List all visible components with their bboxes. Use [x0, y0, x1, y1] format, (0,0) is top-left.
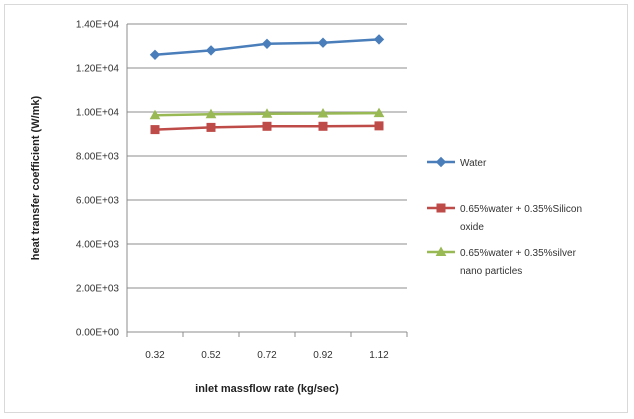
- data-point: [149, 49, 161, 61]
- legend-label: 0.65%water + 0.35%Silicon: [460, 204, 582, 215]
- data-point: [205, 108, 217, 119]
- x-tick-label: 0.72: [257, 350, 277, 361]
- x-tick-label: 0.52: [201, 350, 221, 361]
- data-point: [262, 121, 272, 131]
- legend-marker: [435, 246, 447, 256]
- y-tick-label: 0.00E+00: [76, 328, 120, 339]
- data-point: [149, 109, 161, 120]
- y-tick-label: 1.20E+04: [76, 64, 120, 75]
- data-point: [317, 108, 329, 118]
- data-point: [261, 108, 273, 118]
- series-1: [149, 34, 385, 61]
- x-tick-label: 0.32: [145, 350, 165, 361]
- line-chart: 0.00E+00 2.00E+03 4.00E+03 6.00E+03 8.00E+03…: [30, 20, 582, 396]
- data-point: [205, 45, 217, 56]
- x-tick-label: 1.12: [369, 350, 389, 361]
- y-tick-label: 8.00E+03: [76, 152, 120, 163]
- legend-marker: [435, 156, 447, 168]
- series-3: [149, 107, 385, 120]
- legend-item-1: Water: [427, 156, 487, 169]
- data-point: [317, 37, 329, 48]
- data-point: [374, 121, 384, 131]
- gridlines: [127, 23, 407, 333]
- x-axis-title: inlet massflow rate (kg/sec): [195, 383, 339, 395]
- legend-label: oxide: [460, 222, 484, 233]
- y-axis-title: heat transfer coefficient (W/mk): [30, 95, 42, 260]
- data-point: [206, 122, 216, 132]
- axes: 0.00E+00 2.00E+03 4.00E+03 6.00E+03 8.00E+03…: [76, 20, 408, 361]
- data-point: [261, 38, 273, 50]
- y-tick-label: 2.00E+03: [76, 284, 120, 295]
- chart-frame: 0.00E+00 2.00E+03 4.00E+03 6.00E+03 8.00E+03…: [4, 4, 628, 413]
- data-point: [150, 125, 160, 135]
- y-tick-label: 1.40E+04: [76, 20, 120, 31]
- legend-item-2: 0.65%water + 0.35%Silicon oxide: [427, 203, 582, 233]
- data-point: [318, 121, 328, 131]
- legend-item-3: 0.65%water + 0.35%silver nano particles: [427, 246, 577, 277]
- y-tick-label: 4.00E+03: [76, 240, 120, 251]
- data-point: [373, 107, 385, 118]
- series-2: [150, 121, 384, 135]
- legend-label: 0.65%water + 0.35%silver: [460, 248, 577, 259]
- y-tick-label: 6.00E+03: [76, 196, 120, 207]
- y-tick-label: 1.00E+04: [76, 108, 120, 119]
- data-point: [373, 34, 385, 45]
- legend-label: nano particles: [460, 266, 522, 277]
- legend-marker: [436, 203, 446, 213]
- legend-label: Water: [460, 158, 487, 169]
- x-tick-label: 0.92: [313, 350, 333, 361]
- series-lines: [149, 34, 385, 135]
